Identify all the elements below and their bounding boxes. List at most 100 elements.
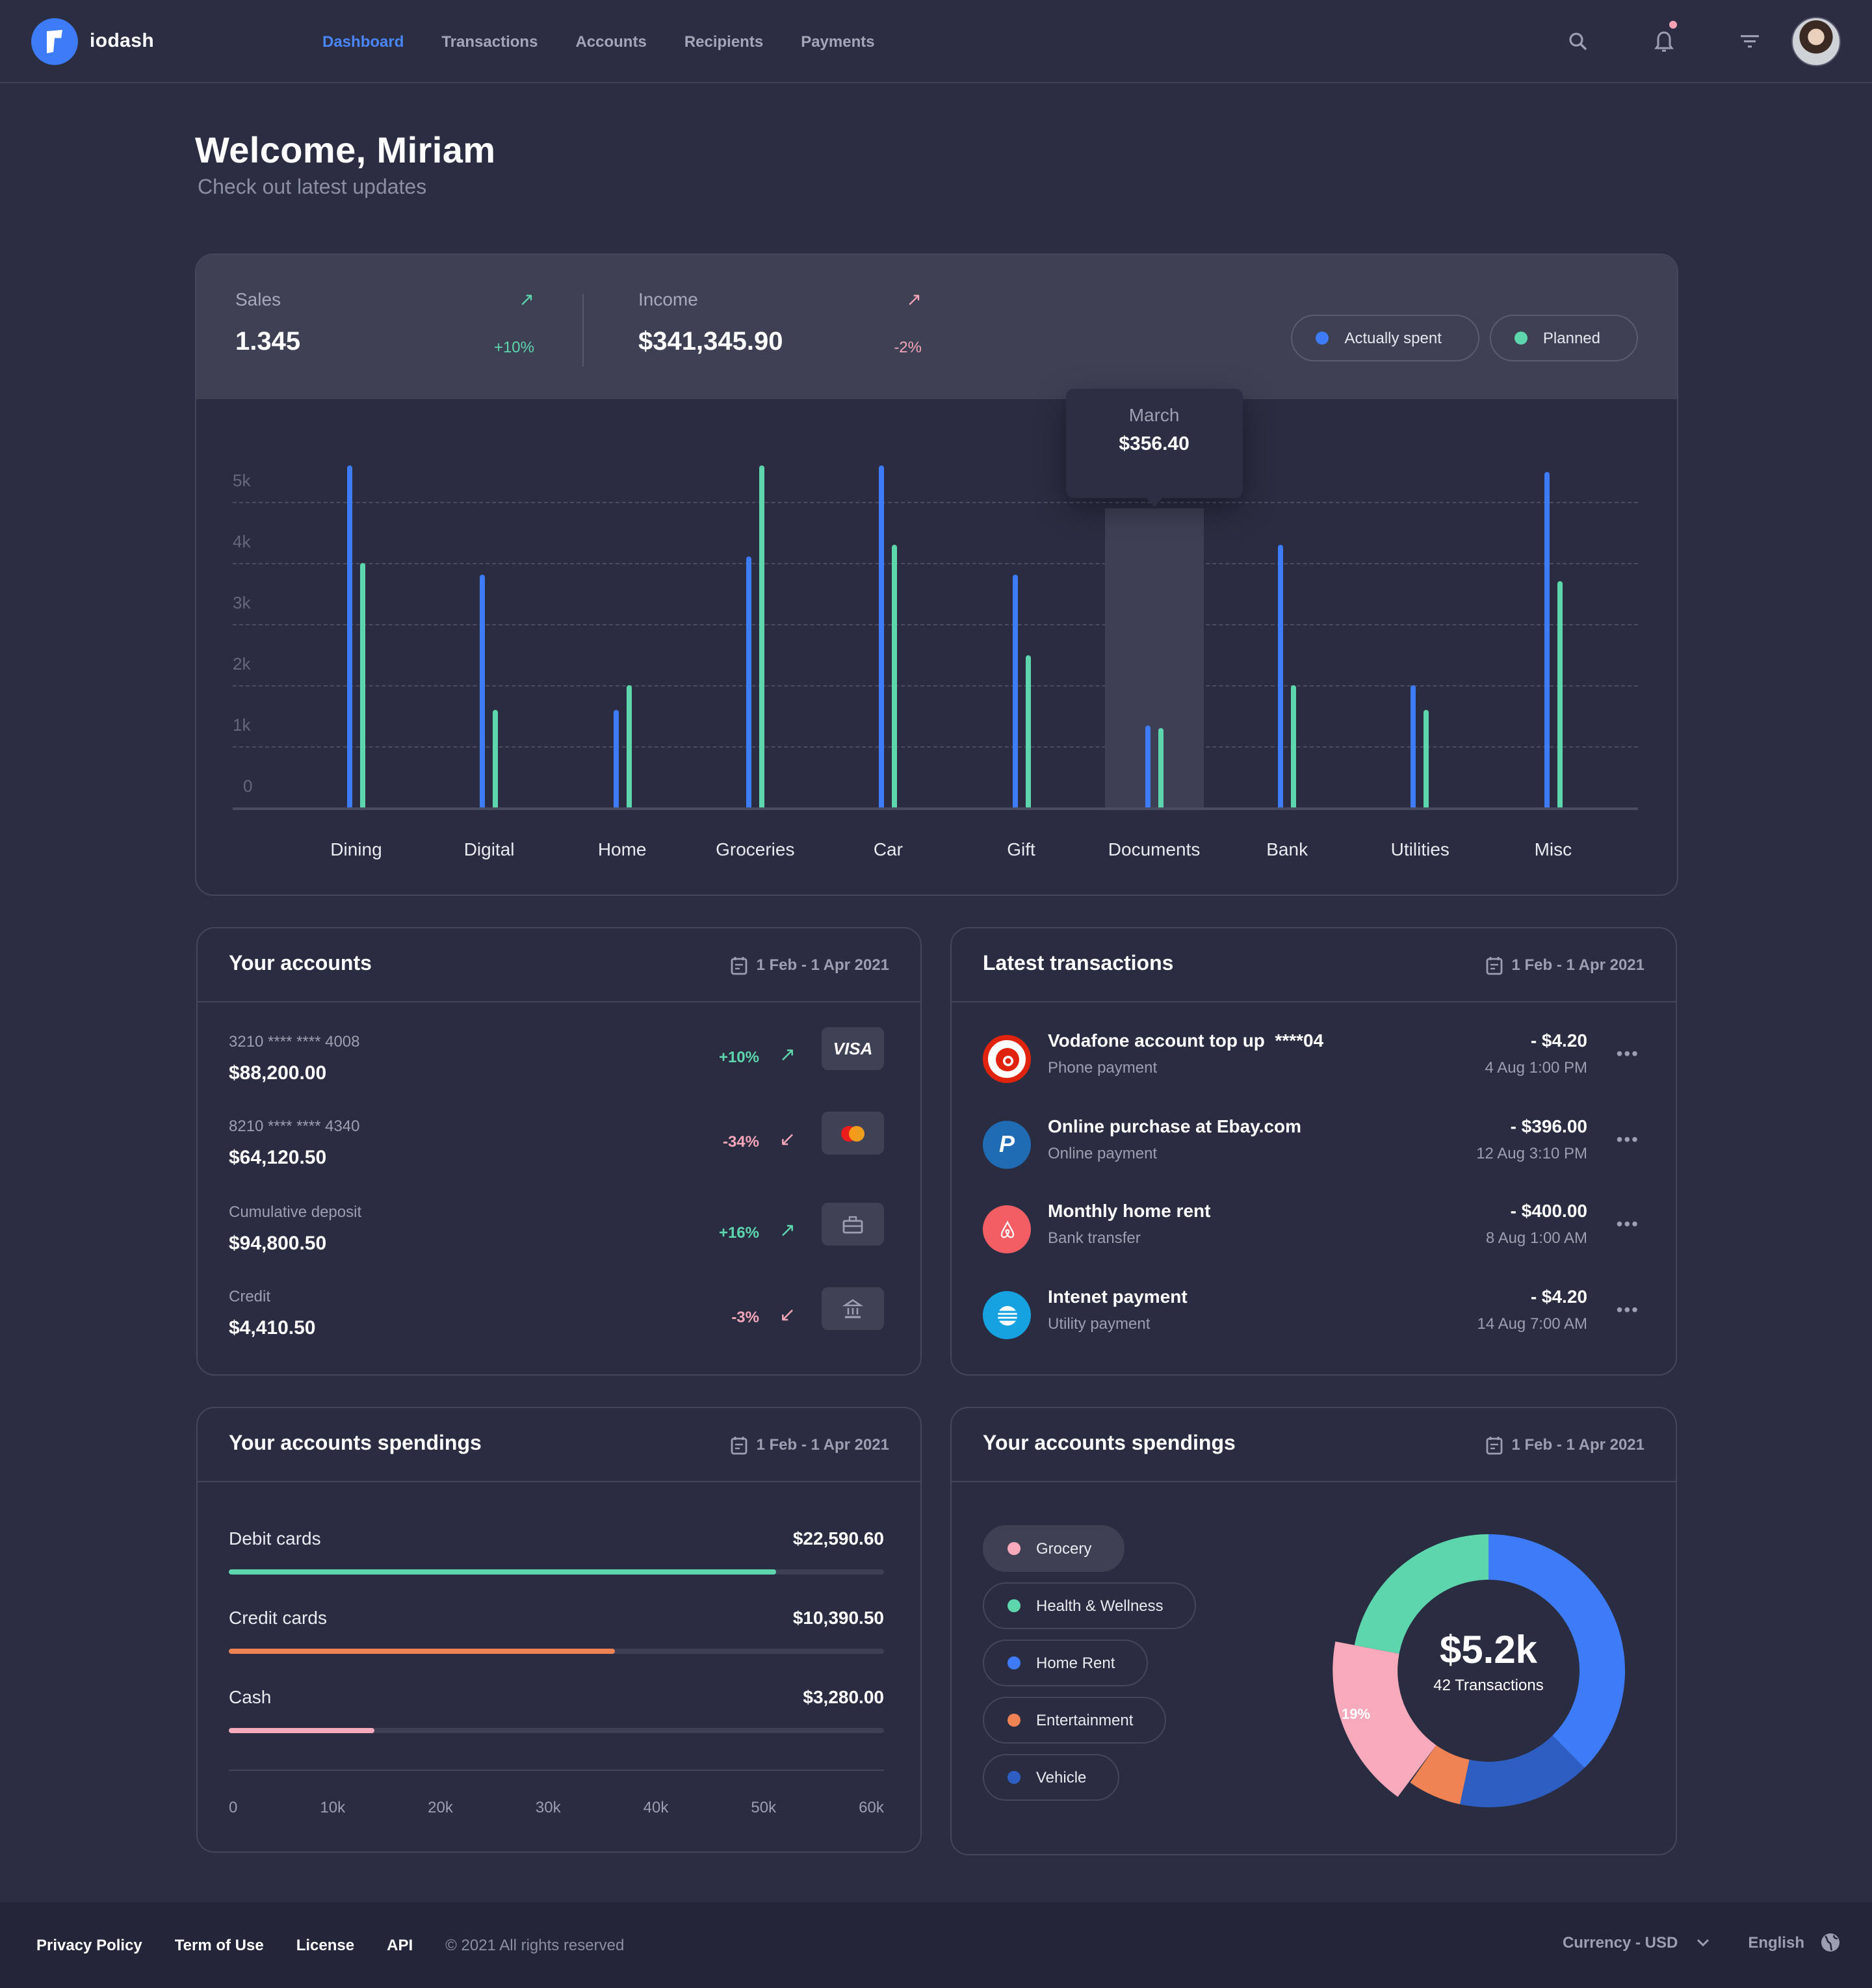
sales-label: Sales (235, 288, 281, 309)
date-range-picker[interactable]: 1 Feb - 1 Apr 2021 (1485, 955, 1644, 974)
bar-planned[interactable] (1291, 685, 1297, 807)
axis-tick: 20k (428, 1798, 453, 1816)
account-change: -34% (722, 1132, 759, 1151)
legend-actually-spent[interactable]: Actually spent (1291, 315, 1479, 361)
language-selector[interactable]: English (1748, 1933, 1804, 1952)
account-change: -3% (731, 1308, 759, 1326)
privacy-policy-link[interactable]: Privacy Policy (36, 1936, 142, 1954)
nav-payments[interactable]: Payments (801, 32, 875, 50)
category-vehicle[interactable]: Vehicle (983, 1754, 1119, 1801)
x-axis-label: Car (873, 839, 903, 859)
date-range-label: 1 Feb - 1 Apr 2021 (1511, 1435, 1644, 1454)
account-row[interactable]: Cumulative deposit $94,800.50 +16% ↗ (229, 1203, 884, 1268)
currency-selector[interactable]: Currency - USD (1562, 1933, 1678, 1952)
transaction-title: Vodafone account top up ****04 (1048, 1030, 1324, 1051)
bar-planned[interactable] (1158, 727, 1164, 807)
category-label: Home Rent (1036, 1654, 1115, 1672)
transaction-time: 8 Aug 1:00 AM (1485, 1229, 1587, 1247)
category-entertainment[interactable]: Entertainment (983, 1697, 1166, 1744)
bar-actually-spent[interactable] (1544, 471, 1550, 807)
account-balance: $94,800.50 (229, 1233, 327, 1255)
bar-planned[interactable] (1424, 709, 1429, 807)
search-button[interactable] (1552, 16, 1604, 68)
bar-planned[interactable] (759, 465, 764, 807)
x-axis-label: Gift (1007, 839, 1035, 859)
bar-actually-spent[interactable] (1410, 685, 1416, 807)
bar-planned[interactable] (493, 709, 499, 807)
bar-planned[interactable] (626, 685, 632, 807)
donut-percent-label: 19% (1342, 1707, 1371, 1723)
account-label: Cumulative deposit (229, 1203, 362, 1221)
date-range-picker[interactable]: 1 Feb - 1 Apr 2021 (730, 1435, 889, 1454)
terms-link[interactable]: Term of Use (174, 1936, 264, 1954)
category-label: Entertainment (1036, 1711, 1134, 1729)
nav-transactions[interactable]: Transactions (441, 32, 538, 50)
date-range-picker[interactable]: 1 Feb - 1 Apr 2021 (1485, 1435, 1644, 1454)
chevron-down-icon[interactable] (1696, 1939, 1709, 1946)
date-range-label: 1 Feb - 1 Apr 2021 (756, 1435, 889, 1454)
transactions-header: Latest transactions 1 Feb - 1 Apr 2021 (952, 928, 1676, 1002)
gridline (233, 685, 1638, 687)
category-health-wellness[interactable]: Health & Wellness (983, 1582, 1196, 1629)
vodafone-icon (983, 1035, 1031, 1083)
nav-dashboard[interactable]: Dashboard (322, 32, 404, 50)
account-row[interactable]: 8210 **** **** 4340 $64,120.50 -34% ↙ (229, 1112, 884, 1182)
donut-segment-grocery (1332, 1641, 1436, 1797)
bar-planned[interactable] (360, 563, 365, 807)
welcome-section: Welcome, Miriam Check out latest updates (195, 130, 495, 200)
bar-planned[interactable] (892, 544, 898, 807)
briefcase-icon (822, 1203, 884, 1246)
category-home-rent[interactable]: Home Rent (983, 1640, 1148, 1686)
bar-actually-spent[interactable] (613, 709, 619, 807)
license-link[interactable]: License (296, 1936, 355, 1954)
bar-actually-spent[interactable] (1278, 544, 1284, 807)
accounts-card: Your accounts 1 Feb - 1 Apr 2021 3210 **… (196, 927, 922, 1376)
notifications-button[interactable] (1638, 16, 1690, 68)
bar-actually-spent[interactable] (879, 465, 885, 807)
bar-planned[interactable] (1025, 655, 1030, 807)
more-options-icon[interactable]: ••• (1616, 1129, 1639, 1149)
category-dot-icon (1008, 1656, 1020, 1669)
app-logo[interactable]: iodash (31, 18, 154, 64)
globe-icon[interactable] (1820, 1932, 1841, 1953)
transaction-amount: - $4.20 (1530, 1286, 1587, 1307)
transaction-row[interactable]: Vodafone account top up ****04 Phone pay… (983, 1030, 1639, 1087)
transaction-row[interactable]: P Online purchase at Ebay.com Online pay… (983, 1116, 1639, 1173)
bar-actually-spent[interactable] (347, 465, 352, 807)
chart-legend: Actually spent Planned (1291, 315, 1638, 361)
date-range-picker[interactable]: 1 Feb - 1 Apr 2021 (730, 955, 889, 974)
api-link[interactable]: API (387, 1936, 413, 1954)
progress-fill (229, 1649, 616, 1654)
bar-actually-spent[interactable] (480, 575, 486, 807)
bar-actually-spent[interactable] (1012, 575, 1017, 807)
nav-accounts[interactable]: Accounts (575, 32, 647, 50)
legend-planned[interactable]: Planned (1489, 315, 1638, 361)
filter-button[interactable] (1724, 16, 1776, 68)
account-row[interactable]: 3210 **** **** 4008 $88,200.00 +10% ↗ VI… (229, 1027, 884, 1097)
transaction-row[interactable]: Monthly home rent Bank transfer - $400.0… (983, 1200, 1639, 1257)
nav-recipients[interactable]: Recipients (684, 32, 764, 50)
mastercard-icon (822, 1112, 884, 1155)
more-options-icon[interactable]: ••• (1616, 1213, 1639, 1234)
progress-fill (229, 1569, 776, 1575)
axis-tick: 0 (229, 1798, 238, 1816)
user-avatar[interactable] (1791, 17, 1841, 66)
transaction-row[interactable]: Intenet payment Utility payment - $4.20 … (983, 1286, 1639, 1343)
account-row[interactable]: Credit $4,410.50 -3% ↙ (229, 1287, 884, 1352)
bar-planned[interactable] (1557, 581, 1563, 807)
spending-label: Credit cards (229, 1607, 327, 1628)
transaction-type: Online payment (1048, 1144, 1158, 1162)
category-grocery[interactable]: Grocery (983, 1525, 1124, 1572)
category-dot-icon (1008, 1771, 1020, 1784)
more-options-icon[interactable]: ••• (1616, 1043, 1639, 1064)
bar-actually-spent[interactable] (746, 556, 751, 807)
calendar-icon (731, 1436, 747, 1454)
more-options-icon[interactable]: ••• (1616, 1299, 1639, 1320)
account-number: 8210 **** **** 4340 (229, 1117, 360, 1135)
card-title: Your accounts spendings (983, 1433, 1236, 1455)
airbnb-icon (983, 1205, 1031, 1253)
bar-actually-spent[interactable] (1145, 725, 1150, 807)
spendings-bars-card: Your accounts spendings 1 Feb - 1 Apr 20… (196, 1407, 922, 1853)
bar-chart: 0 1k 2k 3k 4k 5k March $356.40 Dining Digital Home… (196, 389, 1677, 895)
